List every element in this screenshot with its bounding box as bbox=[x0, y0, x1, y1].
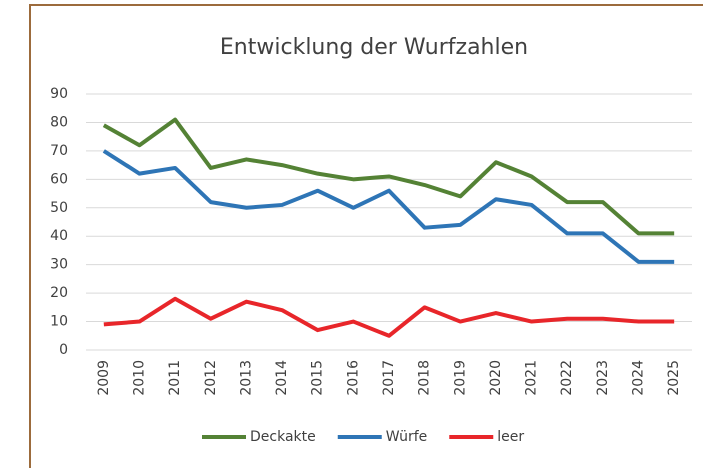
x-tick-label: 2022 bbox=[559, 360, 575, 396]
chart-title: Entwicklung der Wurfzahlen bbox=[220, 35, 528, 60]
y-tick-label: 20 bbox=[50, 285, 68, 301]
x-tick-label: 2016 bbox=[345, 360, 361, 396]
x-tick-label: 2012 bbox=[203, 360, 219, 396]
x-tick-label: 2014 bbox=[274, 360, 290, 396]
x-tick-label: 2023 bbox=[595, 360, 611, 396]
data-line bbox=[103, 296, 675, 338]
x-tick-label: 2015 bbox=[310, 360, 326, 396]
y-tick-label: 70 bbox=[50, 143, 68, 159]
legend-label: Deckakte bbox=[250, 429, 316, 445]
legend-label: leer bbox=[497, 429, 524, 445]
y-tick-label: 10 bbox=[50, 314, 68, 330]
x-tick-label: 2013 bbox=[238, 360, 254, 396]
data-line bbox=[102, 149, 675, 264]
y-tick-label: 60 bbox=[50, 171, 68, 187]
x-tick-label: 2018 bbox=[417, 360, 433, 396]
x-tick-label: 2020 bbox=[488, 360, 504, 396]
y-tick-label: 80 bbox=[50, 114, 68, 130]
x-tick-label: 2021 bbox=[524, 360, 540, 396]
y-tick-label: 40 bbox=[50, 228, 68, 244]
x-tick-label: 2024 bbox=[631, 360, 647, 396]
x-tick-label: 2011 bbox=[167, 360, 183, 396]
y-tick-label: 90 bbox=[50, 86, 68, 102]
x-tick-label: 2019 bbox=[452, 360, 468, 396]
chart-frame bbox=[29, 4, 703, 472]
x-tick-label: 2009 bbox=[96, 360, 112, 396]
x-tick-label: 2025 bbox=[666, 360, 682, 396]
legend-label: Würfe bbox=[386, 429, 428, 445]
y-tick-label: 50 bbox=[50, 200, 68, 216]
y-tick-label: 30 bbox=[50, 257, 68, 273]
y-tick-label: 0 bbox=[59, 342, 68, 358]
x-tick-label: 2017 bbox=[381, 360, 397, 396]
x-tick-label: 2010 bbox=[131, 360, 147, 396]
data-line bbox=[102, 117, 675, 236]
